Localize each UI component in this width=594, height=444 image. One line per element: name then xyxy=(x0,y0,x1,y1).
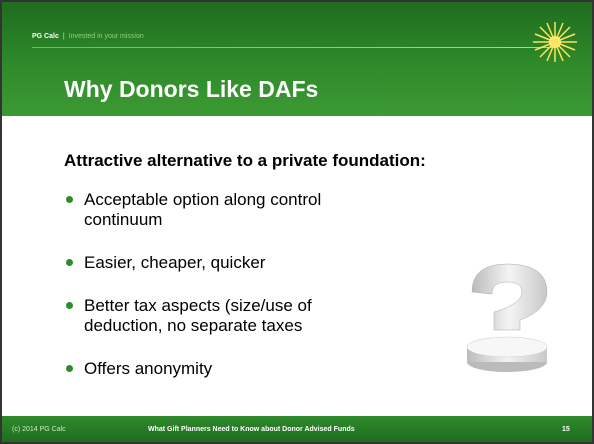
bullet: Acceptable option along control continuu… xyxy=(64,190,364,230)
starburst xyxy=(533,22,577,62)
slide: PG Calc|Invested in your mission Why Don… xyxy=(0,0,594,444)
slide-title: Why Donors Like DAFs xyxy=(64,76,318,103)
bullet: Easier, cheaper, quicker xyxy=(64,253,364,273)
body-heading: Attractive alternative to a private foun… xyxy=(64,151,426,171)
question-mark xyxy=(467,264,547,372)
footer-subtitle: What Gift Planners Need to Know about Do… xyxy=(148,426,355,433)
bullet: Offers anonymity xyxy=(64,359,364,379)
bullet: Better tax aspects (size/use of deductio… xyxy=(64,296,364,336)
copyright: (c) 2014 PG Calc xyxy=(12,426,66,433)
bullet-list: Acceptable option along control continuu… xyxy=(64,190,364,402)
page-number: 15 xyxy=(562,426,570,433)
footer-band: (c) 2014 PG Calc What Gift Planners Need… xyxy=(2,416,592,442)
